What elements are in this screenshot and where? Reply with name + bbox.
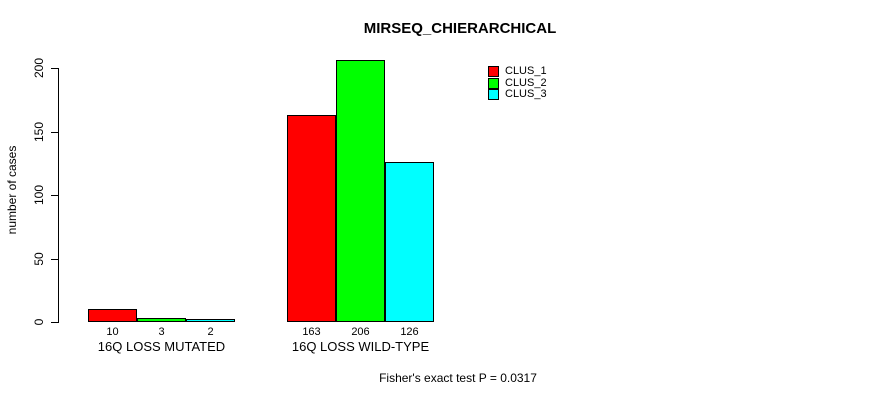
legend-swatch-clus_3 — [488, 89, 499, 100]
bar-clus_1-group2 — [287, 115, 336, 322]
legend-label: CLUS_1 — [505, 65, 547, 77]
bar-value-label: 163 — [302, 326, 321, 338]
bar-value-label: 3 — [158, 326, 165, 338]
x-category-label: 16Q LOSS WILD-TYPE — [291, 339, 430, 354]
bar-value-label: 10 — [106, 326, 119, 338]
bar-clus_3-group1 — [186, 319, 235, 322]
bar-clus_2-group2 — [336, 60, 385, 322]
bar-value-label: 206 — [351, 326, 370, 338]
y-axis-label: number of cases — [5, 145, 19, 235]
legend-label: CLUS_2 — [505, 76, 547, 89]
y-axis-tick-label: 150 — [32, 121, 46, 142]
bar-clus_1-group1 — [88, 309, 137, 322]
bar-value-label: 2 — [207, 326, 214, 338]
y-axis-tick — [51, 195, 58, 196]
legend-swatch-clus_2 — [488, 77, 499, 89]
y-axis-tick — [51, 258, 58, 260]
y-axis-line — [58, 68, 59, 323]
bar-clus_2-group1 — [137, 318, 186, 322]
bar-value-label: 126 — [400, 326, 419, 338]
y-axis-tick-label: 50 — [32, 251, 46, 266]
fisher-test-annotation: Fisher's exact test P = 0.0317 — [379, 371, 537, 385]
y-axis-tick-label: 0 — [32, 318, 46, 326]
y-axis-tick — [51, 131, 58, 133]
y-axis-tick-label: 200 — [32, 57, 46, 79]
chart-title: MIRSEQ_CHIERARCHICAL — [363, 20, 557, 37]
bar-clus_3-group2 — [385, 162, 434, 322]
legend-label: CLUS_3 — [505, 88, 547, 100]
y-axis-tick-label: 100 — [32, 184, 46, 206]
y-axis-tick — [51, 68, 58, 69]
legend-swatch-clus_1 — [488, 66, 499, 77]
y-axis-tick — [51, 322, 58, 323]
x-category-label: 16Q LOSS MUTATED — [97, 339, 226, 354]
